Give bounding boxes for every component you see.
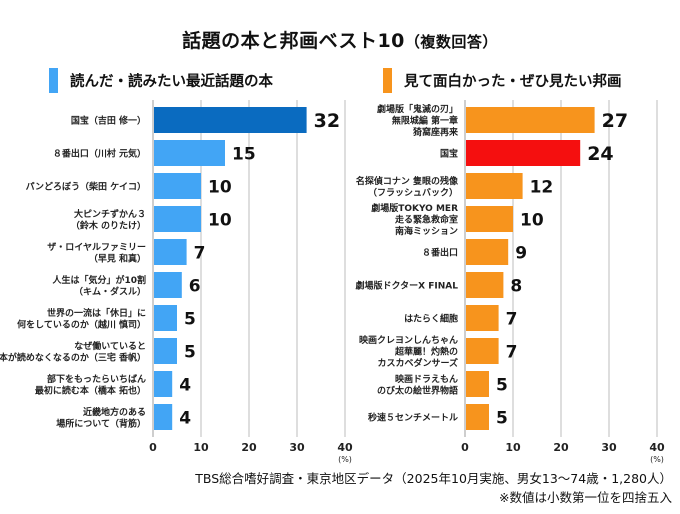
- movies-bar: [466, 239, 509, 265]
- books-section-title: 読んだ・読みたい最近話題の本: [70, 73, 273, 90]
- books-section-header: 読んだ・読みたい最近話題の本: [49, 66, 273, 94]
- books-category-label: なぜ働いていると: [74, 340, 146, 352]
- movies-category-label: 走る緊急救命室: [394, 214, 458, 226]
- movies-value-label: 7: [506, 310, 518, 330]
- movies-section-title: 見て面白かった・ぜひ見たい邦画: [404, 73, 622, 90]
- books-category-label: 場所について（背筋）: [56, 417, 146, 429]
- books-legend-swatch: [49, 67, 58, 93]
- movies-legend-swatch: [383, 67, 392, 93]
- books-category-label: 世界の一流は「休日」に: [47, 307, 146, 319]
- movies-category-label: 劇場版「鬼滅の刃」: [377, 103, 458, 115]
- books-x-tick-label: 20: [241, 441, 257, 454]
- movies-x-tick-label: 40: [649, 441, 665, 454]
- books-value-label: 15: [232, 145, 256, 165]
- movies-bar: [466, 173, 523, 199]
- movies-bar: [466, 338, 499, 364]
- movies-category-label: 映画クレヨンしんちゃん: [359, 334, 458, 346]
- movies-category-label: 無限城編 第一章: [392, 115, 458, 127]
- movies-category-label: 超華麗！灼熱の: [394, 346, 458, 358]
- books-value-label: 6: [189, 277, 201, 297]
- movies-category-label: 劇場版TOKYO MER: [371, 202, 458, 214]
- books-x-tick-label: 0: [149, 441, 157, 454]
- chart-title-main: 話題の本と邦画ベスト10: [182, 30, 405, 52]
- movies-value-label: 12: [530, 178, 554, 198]
- books-value-label: 10: [208, 178, 232, 198]
- movies-bar: [466, 107, 595, 133]
- books-value-label: 4: [179, 376, 191, 396]
- movies-value-label: 27: [602, 110, 628, 132]
- books-category-label: （鈴木 のりたけ）: [71, 219, 146, 231]
- movies-category-label: のび太の絵世界物語: [377, 384, 458, 396]
- books-bar: [154, 173, 201, 199]
- books-x-unit-label: (%): [338, 455, 352, 464]
- books-category-label: （早見 和真）: [89, 252, 146, 264]
- books-category-label: 国宝（吉田 修一）: [71, 115, 146, 127]
- books-value-label: 5: [184, 343, 196, 363]
- movies-category-label: 劇場版ドクターX FINAL: [356, 280, 459, 292]
- movies-value-label: 10: [520, 211, 544, 231]
- chart-title: 話題の本と邦画ベスト10（複数回答）: [0, 26, 680, 53]
- books-bar: [154, 272, 182, 298]
- movies-x-tick-label: 0: [461, 441, 469, 454]
- books-category-label: （キム・ダスル）: [74, 285, 146, 297]
- books-x-tick-label: 30: [289, 441, 305, 454]
- books-bar: [154, 206, 201, 232]
- movies-bar: [466, 272, 504, 298]
- movies-category-label: ８番出口: [422, 247, 458, 259]
- movies-category-label: （フラッシュバック）: [368, 187, 458, 198]
- movies-x-tick-label: 20: [553, 441, 569, 454]
- movies-value-label: 8: [510, 277, 522, 297]
- movies-value-label: 24: [587, 143, 613, 165]
- books-value-label: 5: [184, 310, 196, 330]
- books-value-label: 4: [179, 409, 191, 429]
- books-bar: [154, 338, 177, 364]
- books-value-label: 10: [208, 211, 232, 231]
- chart-title-sub: （複数回答）: [404, 33, 498, 51]
- movies-value-label: 7: [506, 343, 518, 363]
- source-note: TBS総合嗜好調査・東京地区データ（2025年10月実施、男女13〜74歳・1,…: [195, 471, 672, 486]
- movies-value-label: 5: [496, 409, 508, 429]
- movies-category-label: 秒速５センチメートル: [368, 412, 458, 424]
- movies-category-label: 南海ミッション: [395, 225, 458, 237]
- books-bar: [154, 107, 307, 133]
- movies-section-header: 見て面白かった・ぜひ見たい邦画: [383, 66, 622, 94]
- movies-category-label: 名探偵コナン 隻眼の残像: [356, 175, 459, 187]
- books-bar: [154, 140, 225, 166]
- movies-value-label: 5: [496, 376, 508, 396]
- books-category-label: 近畿地方のある: [83, 406, 146, 418]
- movies-category-label: 国宝: [440, 148, 458, 160]
- books-category-label: ザ・ロイヤルファミリー: [47, 242, 146, 253]
- books-category-label: 人生は「気分」が10割: [51, 274, 146, 286]
- movies-category-label: はたらく細胞: [404, 313, 458, 325]
- movies-bar: [466, 206, 513, 232]
- movies-bar: [466, 305, 499, 331]
- movies-category-label: 猗窩座再来: [413, 126, 459, 138]
- books-value-label: 32: [314, 110, 340, 132]
- books-x-tick-label: 10: [193, 441, 209, 454]
- books-bar: [154, 404, 173, 430]
- movies-bar: [466, 371, 489, 397]
- books-category-label: 最初に読む本（橋本 拓也）: [35, 384, 146, 396]
- movies-value-label: 9: [515, 244, 527, 264]
- books-value-label: 7: [194, 244, 206, 264]
- movies-category-label: 映画ドラえもん: [395, 373, 458, 385]
- books-category-label: ８番出口（川村 元気）: [53, 148, 146, 160]
- books-category-label: 何をしているのか（越川 慎司）: [17, 318, 146, 330]
- movies-category-label: カスカベダンサーズ: [377, 357, 458, 369]
- books-bar: [154, 239, 187, 265]
- movies-x-unit-label: (%): [650, 455, 664, 464]
- movies-bar: [466, 140, 581, 166]
- rounding-note: ※数値は小数第一位を四捨五入: [499, 490, 672, 505]
- books-category-label: パンどろぼう（柴田 ケイコ）: [26, 181, 146, 193]
- movies-x-tick-label: 30: [601, 441, 617, 454]
- books-category-label: 本が読めなくなるのか（三宅 香帆）: [0, 351, 146, 363]
- movies-x-tick-label: 10: [505, 441, 521, 454]
- books-category-label: 大ピンチずかん３: [74, 208, 146, 220]
- books-bar: [154, 305, 177, 331]
- books-category-label: 部下をもったらいちばん: [47, 373, 146, 385]
- books-bar: [154, 371, 173, 397]
- movies-bar: [466, 404, 489, 430]
- books-x-tick-label: 40: [337, 441, 353, 454]
